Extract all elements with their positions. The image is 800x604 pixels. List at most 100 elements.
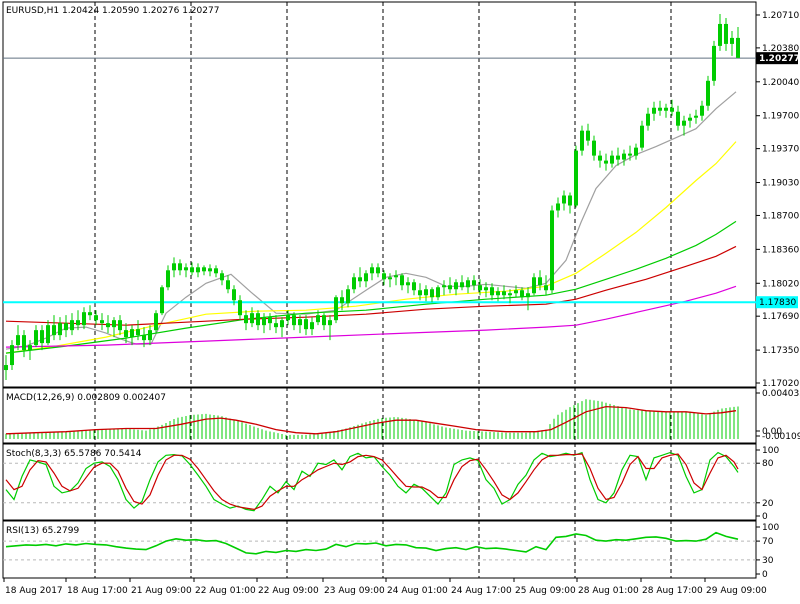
candle-body	[676, 111, 680, 126]
candle-body	[364, 273, 368, 282]
candle-body	[424, 289, 428, 296]
candle-body	[142, 335, 146, 341]
rsi-tick-label: 70	[762, 537, 774, 547]
candle-body	[448, 285, 452, 290]
candle-body	[64, 323, 68, 331]
macd-tick-label: 0.00	[762, 427, 782, 437]
macd-tick-label: 0.004033	[762, 389, 800, 399]
macd-header: MACD(12,26,9) 0.002809 0.002407	[6, 393, 166, 403]
price-tick-label: 1.18700	[762, 211, 799, 221]
candle-body	[664, 107, 668, 111]
candle-body	[460, 282, 464, 288]
price-tick-label: 1.20710	[762, 11, 799, 21]
panel-frame-stoch	[2, 443, 757, 521]
candle-body	[232, 289, 236, 301]
candle-body	[250, 313, 254, 324]
candle-body	[454, 282, 458, 290]
candle-body	[46, 325, 50, 344]
candle-body	[178, 263, 182, 271]
candle-body	[352, 277, 356, 290]
stoch-tick-label: 100	[762, 446, 779, 456]
candle-body	[58, 323, 62, 336]
candle-body	[652, 107, 656, 114]
candle-body	[526, 293, 530, 298]
candle-body	[604, 160, 608, 164]
candle-body	[322, 315, 326, 326]
candle-body	[292, 315, 296, 326]
candle-body	[466, 280, 470, 288]
candle-body	[610, 155, 614, 164]
candle-body	[538, 277, 542, 286]
candle-body	[346, 289, 350, 304]
candle-body	[688, 117, 692, 121]
price-tick-label: 1.20380	[762, 44, 799, 54]
x-tick-label: 22 Aug 09:00	[258, 586, 319, 596]
price-header: EURUSD,H1 1.20424 1.20590 1.20276 1.2027…	[6, 6, 219, 16]
current-price-label: 1.20277	[759, 54, 800, 64]
moving-average-line	[5, 245, 737, 326]
rsi-header: RSI(13) 65.2799	[6, 526, 79, 536]
macd-signal-line	[5, 405, 737, 435]
candle-body	[214, 268, 218, 274]
candle-body	[682, 120, 686, 126]
rsi-tick-label: 30	[762, 556, 774, 566]
candle-body	[112, 320, 116, 328]
candle-body	[436, 287, 440, 298]
candle-body	[40, 330, 44, 344]
candle-body	[184, 267, 188, 271]
candle-body	[106, 323, 110, 328]
candle-body	[196, 267, 200, 273]
candle-body	[520, 290, 524, 298]
rsi-line	[5, 531, 739, 555]
candle-body	[598, 155, 602, 161]
price-tick-label: 1.19700	[762, 112, 799, 122]
candle-body	[574, 150, 578, 206]
candle-body	[388, 277, 392, 280]
panel-frame-macd	[2, 387, 757, 444]
candle-body	[34, 330, 38, 346]
candle-body	[286, 315, 290, 321]
x-tick-label: 28 Aug 17:00	[642, 586, 703, 596]
candle-body	[472, 280, 476, 286]
candle-body	[418, 290, 422, 296]
candle-body	[94, 315, 98, 321]
candle-body	[706, 80, 710, 106]
candle-body	[640, 125, 644, 148]
candle-body	[238, 300, 242, 316]
candle-body	[646, 113, 650, 126]
support-line-label: 1.17830	[759, 298, 796, 308]
candle-body	[22, 335, 26, 351]
stoch-d-line	[5, 453, 739, 511]
candle-body	[334, 297, 338, 321]
panel-frame-rsi	[2, 520, 757, 579]
candle-body	[328, 320, 332, 326]
candle-body	[478, 285, 482, 291]
candle-body	[634, 147, 638, 156]
candle-body	[496, 291, 500, 296]
stoch-tick-label: 20	[762, 499, 774, 509]
candle-body	[166, 270, 170, 288]
macd-tick-label: -0.001097	[762, 432, 800, 442]
candle-body	[412, 282, 416, 291]
candle-body	[316, 315, 320, 323]
moving-average-line	[5, 285, 737, 348]
candle-body	[736, 37, 740, 58]
x-tick-label: 25 Aug 09:00	[515, 586, 576, 596]
rsi-tick-label: 100	[762, 523, 779, 533]
candle-body	[490, 287, 494, 296]
candle-body	[70, 320, 74, 331]
x-tick-label: 18 Aug 17:00	[67, 586, 128, 596]
x-tick-label: 22 Aug 01:00	[195, 586, 256, 596]
candle-body	[580, 130, 584, 151]
stoch-k-line	[5, 451, 739, 512]
candle-body	[406, 282, 410, 286]
x-tick-label: 18 Aug 2017	[5, 586, 63, 596]
candle-body	[622, 153, 626, 160]
candle-body	[124, 330, 128, 338]
candle-body	[280, 320, 284, 328]
price-tick-label: 1.18020	[762, 279, 799, 289]
rsi-tick-label: 0	[762, 570, 768, 580]
stoch-tick-label: 80	[762, 459, 774, 469]
candle-body	[262, 317, 266, 326]
